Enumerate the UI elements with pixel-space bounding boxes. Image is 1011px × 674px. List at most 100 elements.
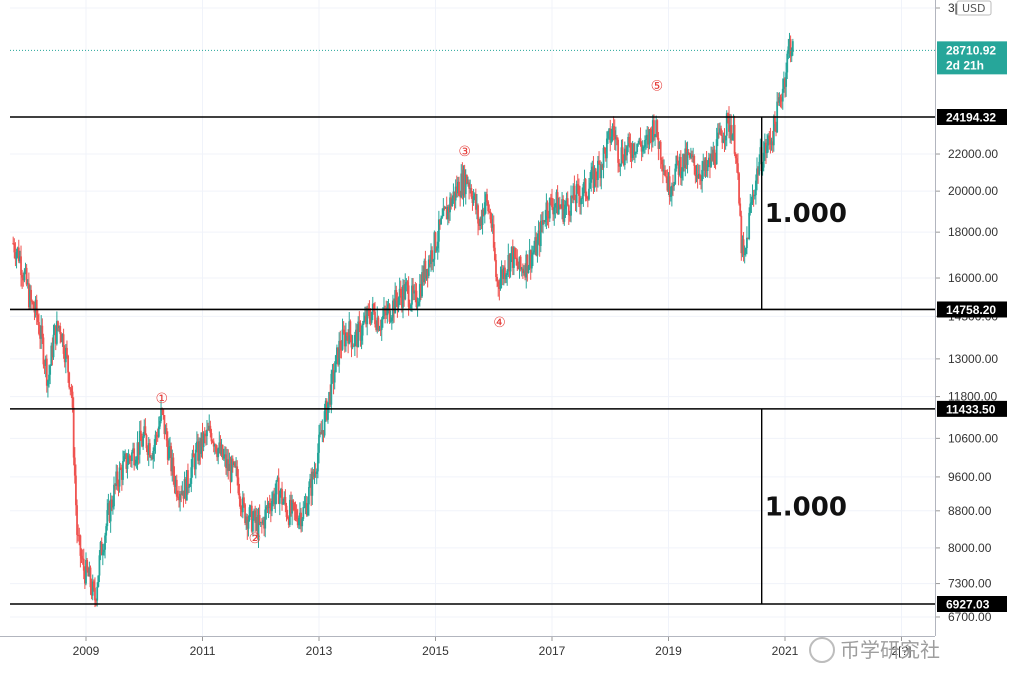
candle-body — [135, 459, 138, 464]
candle-body — [631, 143, 634, 158]
candle-body — [761, 167, 764, 172]
candle-body — [649, 129, 652, 133]
candle-body — [607, 132, 609, 139]
candle-body — [160, 408, 162, 421]
candle-body — [156, 435, 159, 437]
candle-body — [117, 484, 120, 487]
candle-body — [552, 207, 555, 215]
candle-body — [340, 349, 343, 351]
candle-body — [327, 402, 329, 420]
candle-body — [620, 147, 623, 164]
candle-body — [445, 207, 448, 220]
candle-body — [650, 132, 653, 143]
candle-body — [534, 237, 537, 251]
candle-body — [250, 505, 253, 532]
candle-body — [85, 559, 87, 584]
candle-body — [299, 512, 301, 518]
candle-body — [33, 309, 36, 313]
candle-body — [609, 128, 612, 143]
candle-body — [626, 146, 628, 156]
candle-body — [403, 285, 406, 300]
candle-body — [151, 456, 153, 460]
candle-body — [417, 301, 420, 306]
candle-body — [278, 493, 281, 504]
candle-body — [82, 558, 85, 571]
candle-body — [676, 155, 679, 161]
candle-body — [375, 324, 378, 331]
candle-body — [690, 154, 692, 158]
candle-body — [236, 466, 239, 478]
candle-body — [546, 202, 549, 217]
candle-body — [406, 282, 409, 286]
candle-body — [349, 321, 352, 336]
candle-body — [756, 168, 758, 181]
candle-body — [108, 503, 111, 522]
candle-body — [248, 507, 251, 521]
candle-body — [273, 493, 276, 505]
candle-body — [542, 220, 544, 225]
candle-body — [328, 392, 330, 403]
candle-body — [200, 432, 203, 454]
candle-body — [529, 250, 532, 269]
candle-body — [567, 205, 570, 216]
candle-body — [402, 285, 404, 308]
candle-body — [543, 220, 546, 223]
candle-body — [428, 259, 431, 265]
candle-body — [309, 478, 311, 488]
candle-body — [277, 477, 280, 504]
candle-body — [253, 510, 255, 519]
candle-body — [163, 415, 166, 435]
candle-body — [48, 374, 50, 381]
candle-body — [638, 138, 641, 144]
candle-body — [644, 139, 646, 147]
candle-body — [570, 195, 572, 216]
candle-body — [262, 520, 264, 524]
candle-body — [477, 205, 479, 224]
candle-body — [639, 138, 642, 145]
candle-body — [454, 186, 457, 201]
candle-body — [598, 160, 600, 164]
candle-body — [110, 499, 113, 508]
candle-body — [329, 392, 332, 405]
candle-body — [67, 355, 69, 373]
candle-body — [450, 197, 453, 207]
candle-body — [579, 195, 581, 205]
x-tick-label: 2017 — [539, 644, 566, 658]
candle-body — [560, 206, 562, 209]
candle-body — [34, 299, 37, 313]
candle-body — [137, 442, 140, 455]
candle-body — [469, 188, 472, 190]
candle-body — [782, 78, 785, 89]
candle-body — [389, 320, 392, 322]
candle-body — [155, 434, 158, 436]
candle-body — [276, 477, 279, 481]
candle-body — [519, 256, 522, 269]
candle-body — [413, 290, 416, 294]
candle-body — [617, 139, 619, 163]
candle-body — [516, 258, 519, 267]
candle-body — [138, 430, 141, 455]
y-tick-label: 7300.00 — [948, 577, 992, 591]
x-tick-label: 2019 — [655, 644, 682, 658]
candle-body — [180, 493, 183, 495]
candle-body — [90, 587, 93, 596]
candle-body — [395, 290, 398, 301]
candle-body — [150, 456, 152, 458]
candle-body — [707, 157, 710, 165]
candle-body — [73, 457, 76, 476]
candle-body — [29, 289, 31, 308]
candle-body — [178, 497, 180, 501]
candle-body — [453, 191, 456, 201]
candle-body — [656, 120, 659, 138]
candle-body — [781, 88, 784, 102]
candle-body — [489, 211, 492, 220]
candle-body — [632, 143, 635, 155]
candle-body — [701, 169, 704, 182]
candle-body — [358, 321, 361, 324]
candle-body — [153, 445, 156, 451]
price-tags: 24194.3214758.2011433.506927.0328710.922… — [937, 41, 1007, 612]
candle-body — [69, 387, 72, 389]
candle-body — [318, 434, 320, 453]
candle-body — [786, 53, 789, 73]
candle-body — [514, 248, 516, 258]
